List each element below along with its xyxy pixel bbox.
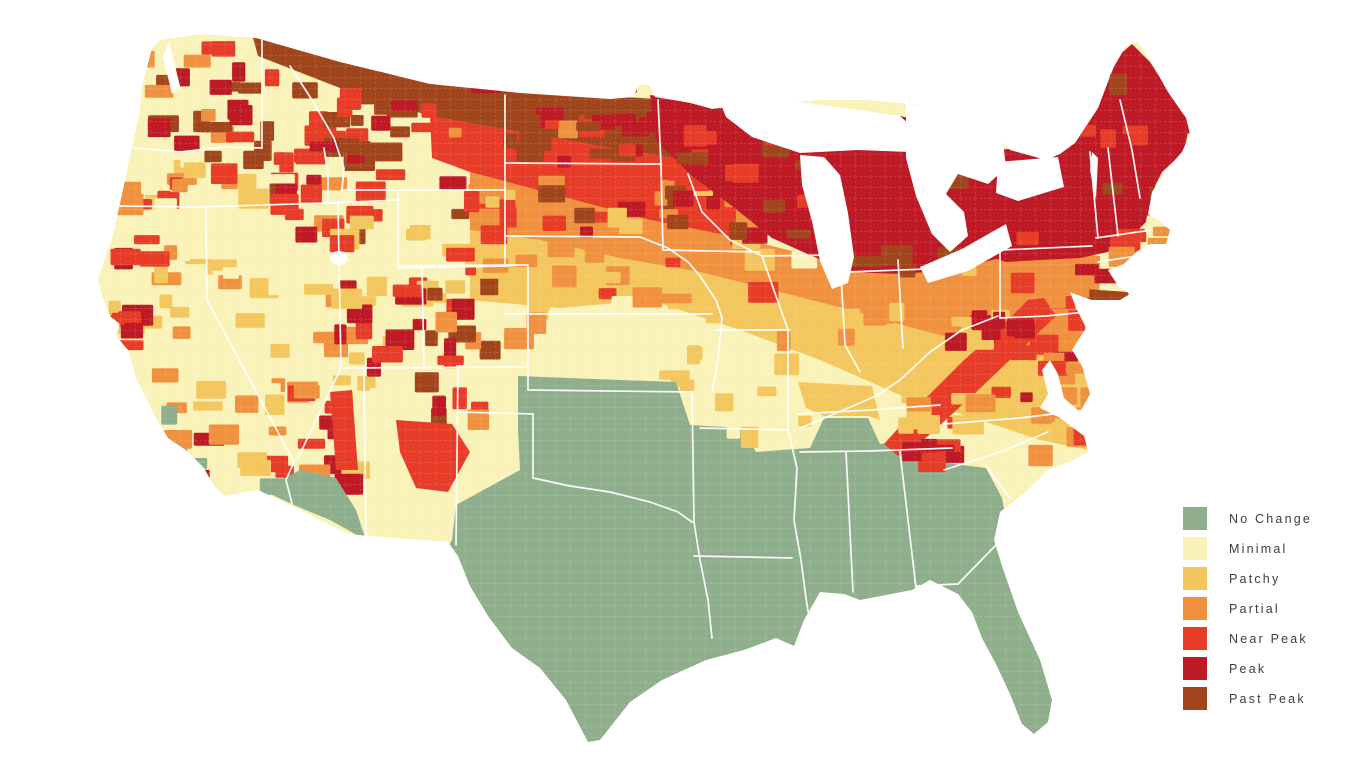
legend-label-partial: Partial: [1229, 601, 1280, 616]
foliage-legend: No Change Minimal Patchy Partial Near Pe…: [1183, 507, 1312, 710]
legend-swatch-patchy: [1183, 567, 1207, 590]
legend-item-past-peak: Past Peak: [1183, 687, 1312, 710]
legend-item-partial: Partial: [1183, 597, 1312, 620]
legend-item-patchy: Patchy: [1183, 567, 1312, 590]
legend-label-near-peak: Near Peak: [1229, 631, 1308, 646]
legend-item-near-peak: Near Peak: [1183, 627, 1312, 650]
great-lakes: [163, 41, 1098, 289]
legend-swatch-past-peak: [1183, 687, 1207, 710]
legend-label-minimal: Minimal: [1229, 541, 1288, 556]
legend-label-patchy: Patchy: [1229, 571, 1281, 586]
state-borders: [115, 39, 1153, 639]
legend-item-peak: Peak: [1183, 657, 1312, 680]
legend-swatch-peak: [1183, 657, 1207, 680]
legend-label-peak: Peak: [1229, 661, 1267, 676]
great-salt-lake: [330, 251, 348, 265]
legend-swatch-minimal: [1183, 537, 1207, 560]
legend-item-no-change: No Change: [1183, 507, 1312, 530]
legend-swatch-near-peak: [1183, 627, 1207, 650]
legend-label-no-change: No Change: [1229, 511, 1313, 526]
legend-swatch-partial: [1183, 597, 1207, 620]
legend-label-past-peak: Past Peak: [1229, 691, 1306, 706]
legend-item-minimal: Minimal: [1183, 537, 1312, 560]
legend-swatch-no-change: [1183, 507, 1207, 530]
